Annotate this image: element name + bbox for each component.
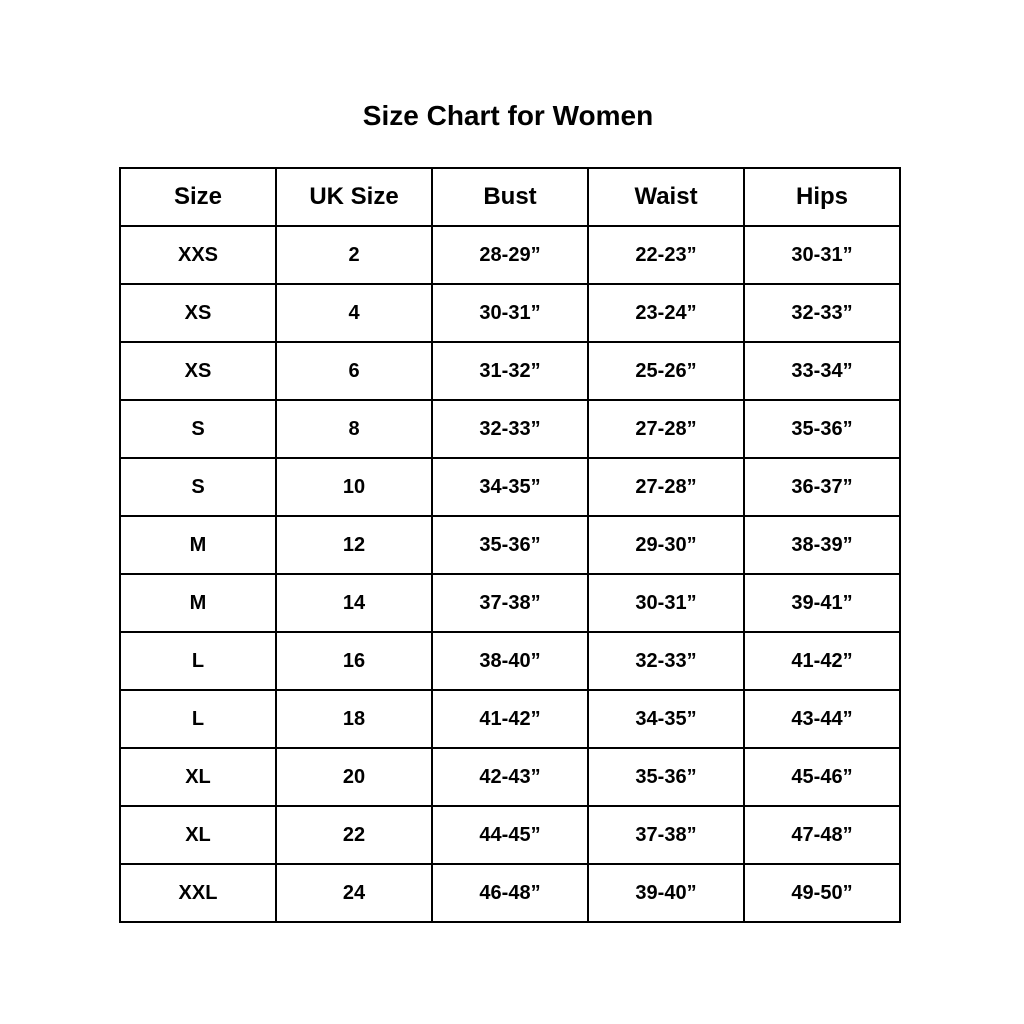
table-cell: 43-44” xyxy=(743,689,901,749)
table-cell: 31-32” xyxy=(431,341,589,401)
table-cell: XL xyxy=(119,747,277,807)
table-cell: 18 xyxy=(275,689,433,749)
table-cell: M xyxy=(119,573,277,633)
table-cell: 35-36” xyxy=(743,399,901,459)
table-row: XL 20 42-43” 35-36” 45-46” xyxy=(119,747,901,807)
table-row: XL 22 44-45” 37-38” 47-48” xyxy=(119,805,901,865)
table-row: S 10 34-35” 27-28” 36-37” xyxy=(119,457,901,517)
table-cell: 28-29” xyxy=(431,225,589,285)
table-cell: 44-45” xyxy=(431,805,589,865)
column-header: Size xyxy=(119,167,277,227)
table-row: XXS 2 28-29” 22-23” 30-31” xyxy=(119,225,901,285)
table-row: L 18 41-42” 34-35” 43-44” xyxy=(119,689,901,749)
table-cell: 37-38” xyxy=(587,805,745,865)
table-cell: 30-31” xyxy=(743,225,901,285)
table-cell: 38-40” xyxy=(431,631,589,691)
table-cell: 2 xyxy=(275,225,433,285)
table-cell: 38-39” xyxy=(743,515,901,575)
table-row: S 8 32-33” 27-28” 35-36” xyxy=(119,399,901,459)
size-chart-table: Size UK Size Bust Waist Hips XXS 2 28-29” 22-23… xyxy=(119,167,901,923)
table-row: M 14 37-38” 30-31” 39-41” xyxy=(119,573,901,633)
table-cell: 41-42” xyxy=(743,631,901,691)
table-cell: 37-38” xyxy=(431,573,589,633)
table-cell: XXS xyxy=(119,225,277,285)
table-cell: 12 xyxy=(275,515,433,575)
table-cell: 27-28” xyxy=(587,457,745,517)
table-cell: 41-42” xyxy=(431,689,589,749)
table-body: XXS 2 28-29” 22-23” 30-31” XS 4 30-31” 23-24” 32-… xyxy=(119,225,901,923)
table-cell: XS xyxy=(119,341,277,401)
table-cell: 23-24” xyxy=(587,283,745,343)
table-cell: 34-35” xyxy=(587,689,745,749)
table-cell: 32-33” xyxy=(743,283,901,343)
table-cell: 33-34” xyxy=(743,341,901,401)
table-cell: 4 xyxy=(275,283,433,343)
table-cell: 8 xyxy=(275,399,433,459)
table-row: XS 6 31-32” 25-26” 33-34” xyxy=(119,341,901,401)
table-cell: 32-33” xyxy=(431,399,589,459)
table-cell: 49-50” xyxy=(743,863,901,923)
table-cell: 45-46” xyxy=(743,747,901,807)
table-cell: 35-36” xyxy=(431,515,589,575)
table-cell: XS xyxy=(119,283,277,343)
table-cell: 22-23” xyxy=(587,225,745,285)
table-row: M 12 35-36” 29-30” 38-39” xyxy=(119,515,901,575)
table-cell: 25-26” xyxy=(587,341,745,401)
table-row: XS 4 30-31” 23-24” 32-33” xyxy=(119,283,901,343)
table-cell: L xyxy=(119,689,277,749)
page-title: Size Chart for Women xyxy=(362,100,654,131)
column-header: Waist xyxy=(587,167,745,227)
table-cell: 14 xyxy=(275,573,433,633)
column-header: Bust xyxy=(431,167,589,227)
table-cell: 46-48” xyxy=(431,863,589,923)
table-cell: 47-48” xyxy=(743,805,901,865)
table-cell: 34-35” xyxy=(431,457,589,517)
table-cell: 27-28” xyxy=(587,399,745,459)
column-header: UK Size xyxy=(275,167,433,227)
table-cell: 30-31” xyxy=(587,573,745,633)
table-cell: S xyxy=(119,399,277,459)
table-cell: S xyxy=(119,457,277,517)
table-row: XXL 24 46-48” 39-40” 49-50” xyxy=(119,863,901,923)
table-cell: 16 xyxy=(275,631,433,691)
table-cell: 32-33” xyxy=(587,631,745,691)
table-cell: 6 xyxy=(275,341,433,401)
table-cell: L xyxy=(119,631,277,691)
table-cell: 29-30” xyxy=(587,515,745,575)
table-cell: 39-41” xyxy=(743,573,901,633)
table-cell: 30-31” xyxy=(431,283,589,343)
table-cell: XXL xyxy=(119,863,277,923)
table-cell: XL xyxy=(119,805,277,865)
table-cell: 39-40” xyxy=(587,863,745,923)
column-header: Hips xyxy=(743,167,901,227)
table-row: L 16 38-40” 32-33” 41-42” xyxy=(119,631,901,691)
table-cell: 35-36” xyxy=(587,747,745,807)
table-cell: 22 xyxy=(275,805,433,865)
table-cell: M xyxy=(119,515,277,575)
table-cell: 42-43” xyxy=(431,747,589,807)
header-row: Size UK Size Bust Waist Hips xyxy=(119,167,901,227)
table-cell: 36-37” xyxy=(743,457,901,517)
table-cell: 10 xyxy=(275,457,433,517)
table-cell: 20 xyxy=(275,747,433,807)
table-cell: 24 xyxy=(275,863,433,923)
